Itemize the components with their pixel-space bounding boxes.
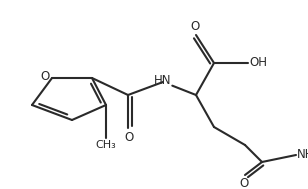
Text: O: O [41,70,50,84]
Text: O: O [124,131,134,144]
Text: O: O [190,20,200,33]
Text: HN: HN [154,74,172,88]
Text: O: O [239,177,249,189]
Text: CH₃: CH₃ [95,140,116,150]
Text: OH: OH [249,56,267,68]
Text: NH₂: NH₂ [297,147,308,160]
